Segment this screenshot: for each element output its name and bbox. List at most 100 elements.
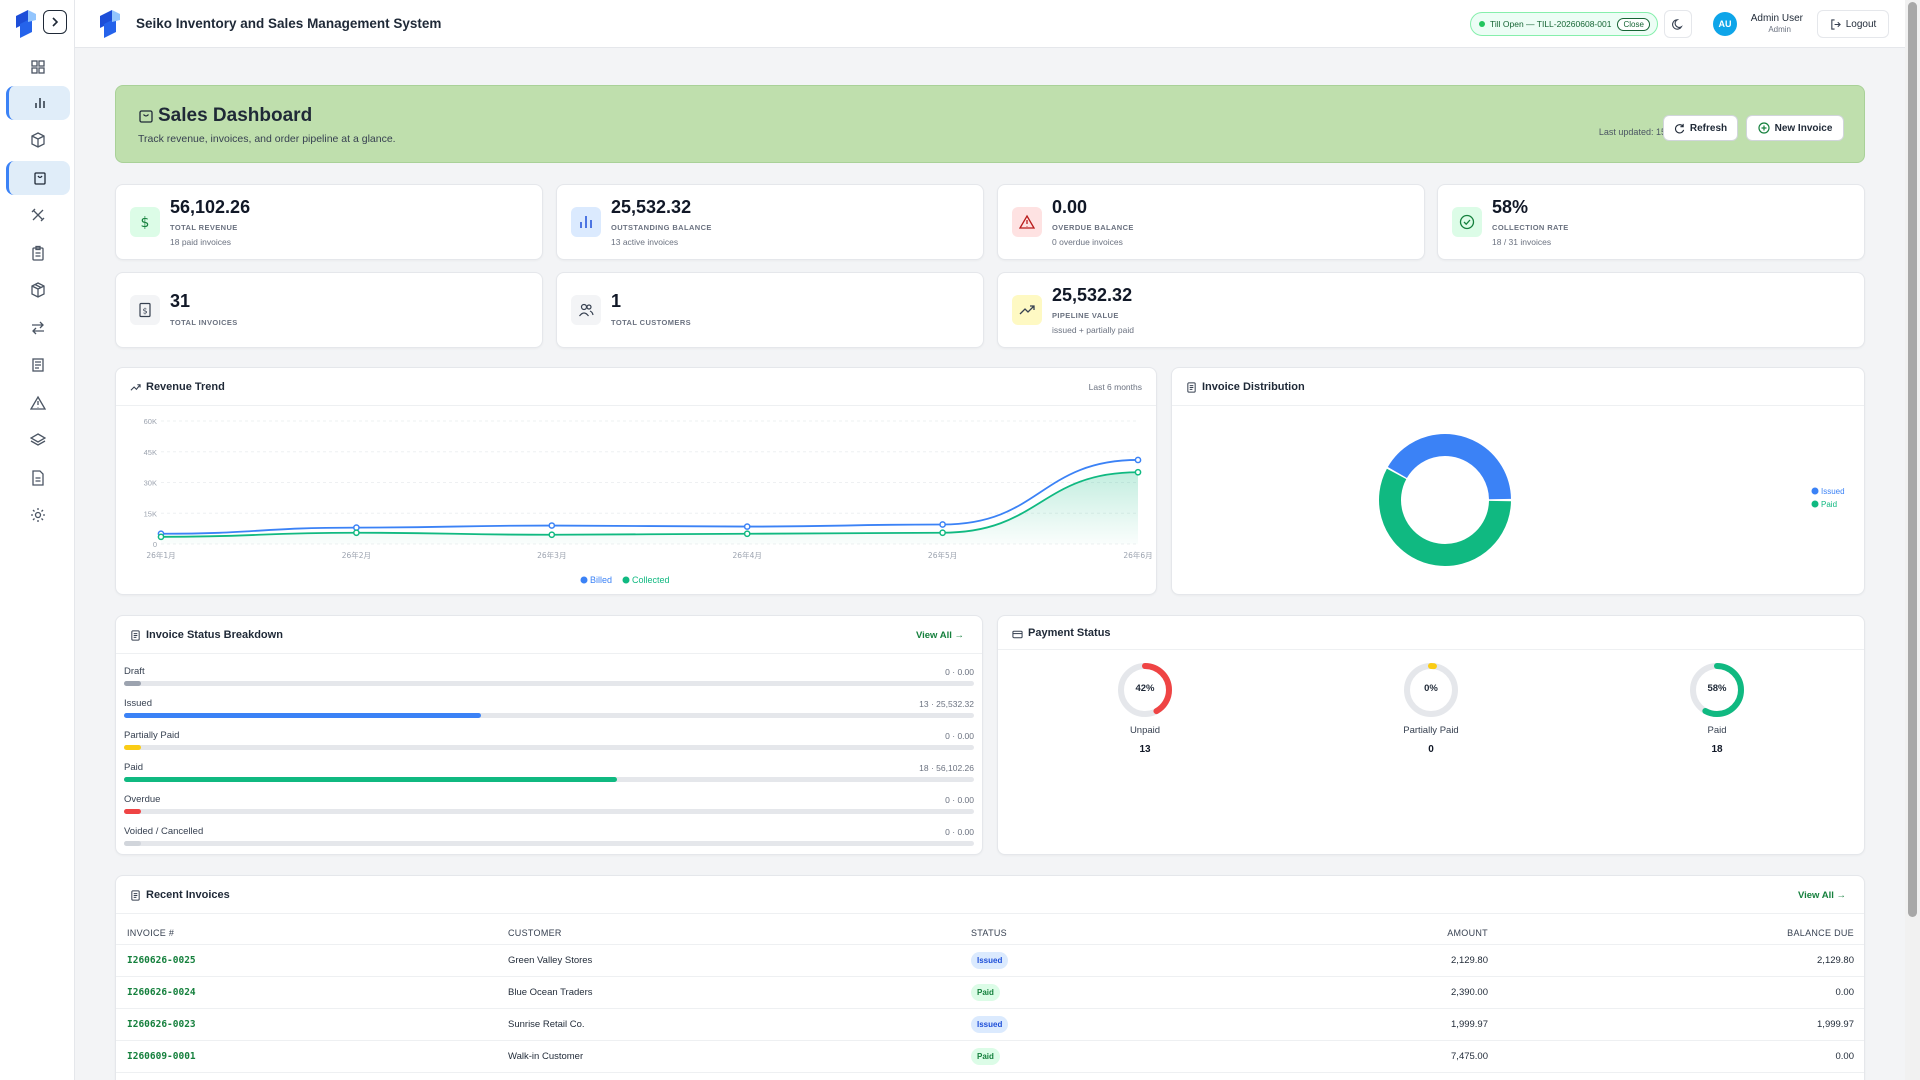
report-icon <box>32 470 44 486</box>
panel-header: Payment Status <box>998 616 1864 650</box>
brand-logo-icon <box>100 10 120 38</box>
page-scrollbar[interactable] <box>1905 0 1920 1080</box>
payment-percent: 0% <box>1424 683 1438 694</box>
data-point[interactable] <box>939 529 946 537</box>
nav-stock-layers[interactable] <box>6 423 70 457</box>
nav-receipts[interactable] <box>6 348 70 382</box>
nav-inventory[interactable] <box>6 273 70 307</box>
payment-ring-unpaid <box>1118 663 1172 717</box>
data-point[interactable] <box>1134 456 1142 464</box>
column-header-amount[interactable]: AMOUNT <box>1447 928 1488 938</box>
user-role: Admin <box>1768 25 1791 34</box>
status-value: 13 · 25,532.32 <box>919 699 974 709</box>
status-bar-fill <box>124 745 141 750</box>
invoice-number-link[interactable]: I260626-0024 <box>127 987 196 998</box>
status-bar-fill <box>124 841 141 846</box>
till-status-text: Till Open — TILL-20260608-001 <box>1490 19 1612 29</box>
panel-title: Payment Status <box>1028 627 1111 639</box>
nav-reports[interactable] <box>6 461 70 495</box>
nav-sales[interactable] <box>6 161 70 195</box>
tools-icon <box>31 208 45 222</box>
nav-transfers[interactable] <box>6 311 70 345</box>
table-row[interactable]: I260609-0001 Walk-in Customer Paid 7,475… <box>116 1040 1864 1072</box>
y-tick-label: 30K <box>144 479 157 488</box>
credit-card-icon <box>1012 630 1023 639</box>
sidebar-toggle-button[interactable] <box>43 10 67 34</box>
table-row[interactable] <box>116 1072 1864 1080</box>
invoice-number-link[interactable]: I260609-0001 <box>127 1051 196 1062</box>
view-all-link[interactable]: View All → <box>915 630 964 641</box>
table-row[interactable]: I260626-0025 Green Valley Stores Issued … <box>116 944 1864 976</box>
stat-value: 58% <box>1492 197 1529 217</box>
column-header-invoice[interactable]: INVOICE # <box>127 928 175 938</box>
stat-card-outstanding-balance: 25,532.32 OUTSTANDING BALANCE 13 active … <box>556 184 984 260</box>
series-line-billed <box>160 459 1139 535</box>
payment-percent: 42% <box>1135 683 1155 694</box>
invoice-distribution-card: Invoice Distribution Issued Paid <box>1171 367 1865 595</box>
nav-alerts[interactable] <box>6 386 70 420</box>
customer-name: Green Valley Stores <box>508 955 593 966</box>
panel-header: Recent Invoices View All → <box>116 876 1864 914</box>
logout-button[interactable]: Logout <box>1817 10 1889 38</box>
view-all-link[interactable]: View All → <box>1797 890 1846 901</box>
invoice-icon <box>131 890 140 901</box>
status-badge: Paid <box>971 1048 1000 1065</box>
payment-percent: 58% <box>1707 683 1727 694</box>
payment-label: Partially Paid <box>1403 725 1459 736</box>
data-point[interactable] <box>353 529 360 537</box>
amount: 1,999.97 <box>1451 1019 1488 1030</box>
data-point[interactable] <box>548 522 556 529</box>
payment-status-card: Payment Status 42% Unpaid 13 0% Partiall… <box>997 615 1865 855</box>
panel-header: Invoice Distribution <box>1172 368 1864 406</box>
app-title: Seiko Inventory and Sales Management Sys… <box>136 16 442 31</box>
theme-toggle-button[interactable] <box>1664 10 1692 38</box>
data-point[interactable] <box>1134 468 1142 476</box>
nav-sales-analytics[interactable] <box>6 86 70 120</box>
logout-label: Logout <box>1845 18 1877 30</box>
plus-circle-icon <box>1757 122 1770 134</box>
column-header-customer[interactable]: CUSTOMER <box>508 928 562 938</box>
data-point[interactable] <box>157 533 165 541</box>
refresh-button[interactable]: Refresh <box>1663 115 1738 141</box>
stat-label: COLLECTION RATE <box>1492 223 1569 232</box>
table-row[interactable]: I260626-0023 Sunrise Retail Co. Issued 1… <box>116 1008 1864 1040</box>
till-close-button[interactable]: Close <box>1617 17 1650 31</box>
invoice-number-link[interactable]: I260626-0023 <box>127 1019 196 1030</box>
nav-products[interactable] <box>6 123 70 157</box>
legend-swatch <box>580 576 588 584</box>
last-updated-text: Last updated: 15:24:34 <box>1598 127 1691 137</box>
panel-title: Invoice Distribution <box>1202 381 1305 393</box>
nav-dashboard[interactable] <box>6 50 70 84</box>
stat-value: 56,102.26 <box>170 197 251 217</box>
stat-card-total-revenue: $ 56,102.26 TOTAL REVENUE 18 paid invoic… <box>115 184 543 260</box>
donut-slice-paid[interactable] <box>1370 425 1520 575</box>
column-header-status[interactable]: STATUS <box>971 928 1007 938</box>
table-row[interactable]: I260626-0024 Blue Ocean Traders Paid 2,3… <box>116 976 1864 1008</box>
payment-count: 18 <box>1711 744 1723 755</box>
new-invoice-button[interactable]: New Invoice <box>1746 115 1844 141</box>
till-open-dot-icon <box>1479 21 1485 27</box>
nav-services[interactable] <box>6 198 70 232</box>
data-point[interactable] <box>548 531 556 539</box>
shopping-bag-icon <box>33 172 46 185</box>
donut-slice-issued[interactable] <box>1370 425 1520 575</box>
dashboard-icon <box>31 60 45 74</box>
nav-settings[interactable] <box>6 498 70 532</box>
invoice-number-link[interactable]: I260626-0025 <box>127 955 196 966</box>
avatar[interactable]: AU <box>1713 12 1737 36</box>
column-header-balance[interactable]: BALANCE DUE <box>1787 928 1854 938</box>
data-point[interactable] <box>939 521 946 528</box>
status-badge: Issued <box>971 1016 1009 1033</box>
data-point[interactable] <box>743 530 751 538</box>
warning-icon <box>1012 207 1042 237</box>
status-label: Paid <box>124 762 144 773</box>
new-invoice-label: New Invoice <box>1774 122 1833 134</box>
stat-label: OUTSTANDING BALANCE <box>611 223 712 232</box>
chart-icon <box>34 98 45 108</box>
nav-orders[interactable] <box>6 236 70 270</box>
refresh-label: Refresh <box>1689 122 1728 134</box>
top-header: Seiko Inventory and Sales Management Sys… <box>75 0 1905 48</box>
data-point[interactable] <box>743 523 751 530</box>
scrollbar-thumb[interactable] <box>1908 2 1917 917</box>
legend-label: Collected <box>632 575 670 585</box>
